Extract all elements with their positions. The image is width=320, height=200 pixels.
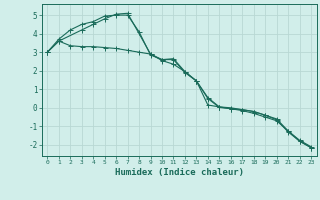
X-axis label: Humidex (Indice chaleur): Humidex (Indice chaleur) — [115, 168, 244, 177]
